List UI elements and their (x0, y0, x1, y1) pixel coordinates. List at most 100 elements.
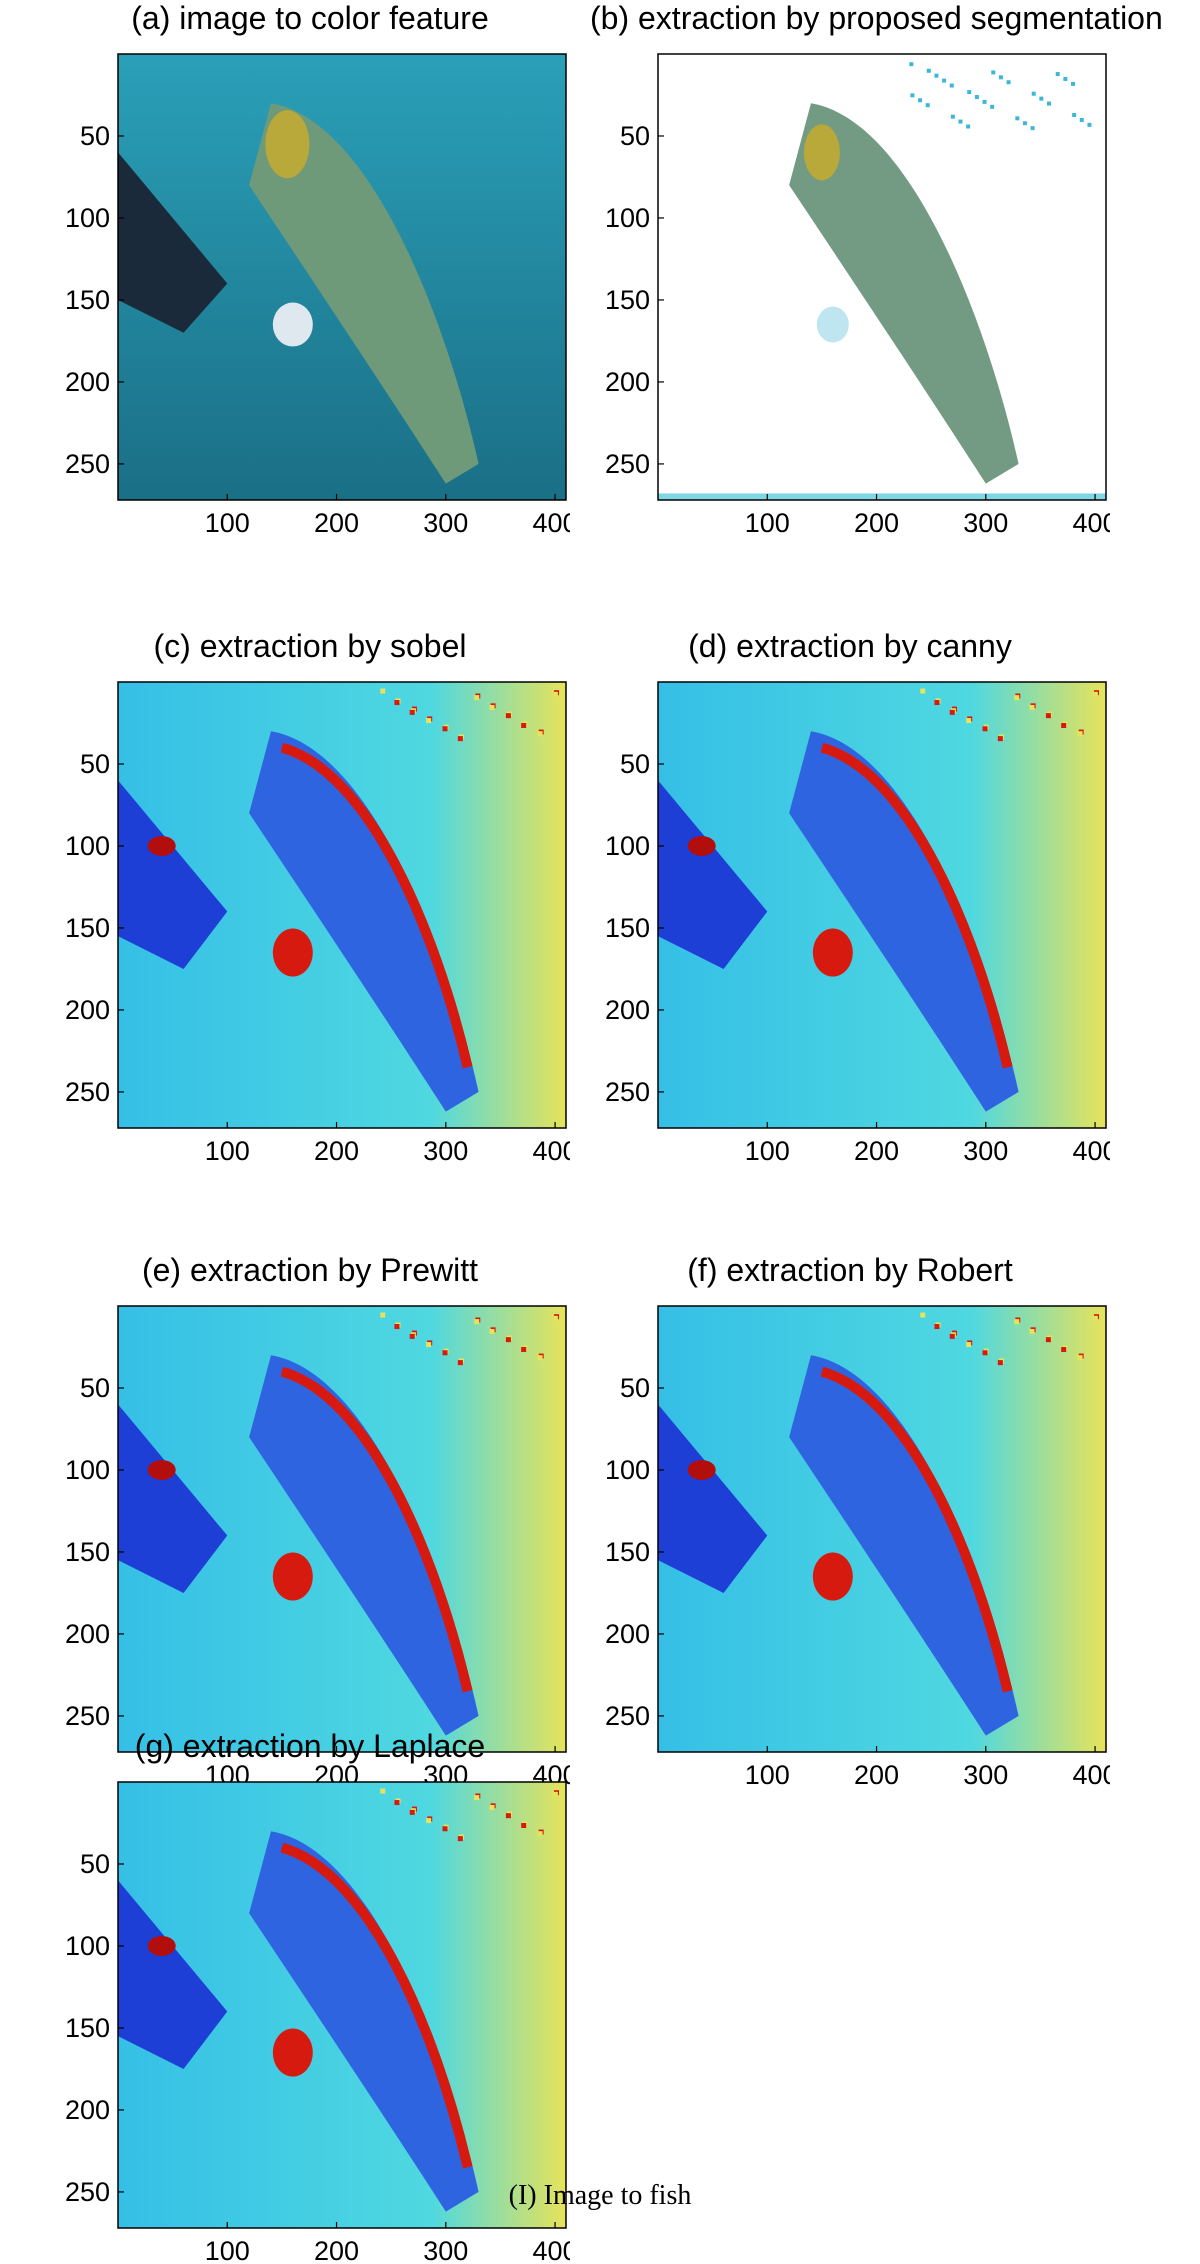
bubble-speck (982, 726, 988, 732)
bubble-speck (997, 736, 1003, 742)
x-tick-label: 200 (314, 508, 359, 536)
x-tick-label: 400 (533, 508, 570, 536)
fish-fin (272, 928, 313, 977)
x-tick-label: 200 (314, 2236, 359, 2264)
fish-head (265, 110, 310, 179)
bubble-speck (489, 1804, 495, 1810)
bubble-speck (426, 1342, 432, 1348)
bubble-speck (505, 713, 511, 719)
fish-body (249, 1831, 479, 2212)
segment-speck (910, 93, 915, 98)
segment-speck (1071, 81, 1076, 86)
segment-speck (991, 70, 996, 75)
x-tick-label: 300 (423, 1136, 468, 1164)
x-tick-label: 100 (205, 2236, 250, 2264)
y-tick-label: 200 (65, 995, 110, 1025)
y-tick-label: 200 (605, 367, 650, 397)
bubble-speck (409, 709, 415, 715)
panel-plot: 50100150200250100200300400 (65, 53, 570, 536)
panel-e: (e) extraction by Prewitt 50 100 150 200 250… (50, 1252, 570, 1788)
segment-speck (1046, 101, 1051, 106)
bubble-speck (457, 1360, 463, 1366)
x-tick-label: 400 (533, 1136, 570, 1164)
hand-highlight (147, 1459, 176, 1480)
fish-fin (816, 306, 849, 343)
segment-speck (926, 68, 931, 73)
y-tick-label: 200 (65, 1619, 110, 1649)
bubble-speck (442, 726, 448, 732)
panel-title: (a) image to color feature (131, 0, 489, 36)
bubble-speck (457, 736, 463, 742)
image-content (658, 54, 1106, 500)
fish-body (789, 1355, 1019, 1736)
bubble-speck (1061, 722, 1067, 728)
x-tick-label: 300 (423, 508, 468, 536)
y-tick-label: 100 (65, 1455, 110, 1485)
bubble-speck (442, 1826, 448, 1832)
bubble-speck (409, 1809, 415, 1815)
bubble-speck (1045, 713, 1051, 719)
bottom-strip (658, 493, 1106, 500)
figure-caption: (I) Image to fish (508, 2180, 692, 2211)
panel-a: (a) image to color feature 50 100 150 200 25… (50, 0, 570, 536)
y-tick-label: 50 (80, 1849, 110, 1879)
diver-shape (118, 1404, 228, 1593)
bubble-speck (982, 1350, 988, 1356)
y-tick-label: 100 (605, 1455, 650, 1485)
bubble-speck (380, 1312, 386, 1318)
panel-title: (f) extraction by Robert (687, 1252, 1013, 1288)
y-tick-label: 150 (605, 285, 650, 315)
segment-speck (1055, 72, 1060, 77)
bubble-speck (949, 709, 955, 715)
image-content (658, 682, 1106, 1128)
bubble-speck (489, 1328, 495, 1334)
bubble-speck (949, 1333, 955, 1339)
axes-frame (117, 681, 567, 1129)
fish-edge (820, 742, 1013, 1069)
y-tick-label: 250 (605, 449, 650, 479)
image-content (118, 54, 566, 500)
segment-speck (909, 62, 914, 67)
x-tick-label: 300 (423, 2236, 468, 2264)
y-tick-label: 250 (65, 1077, 110, 1107)
x-tick-label: 100 (745, 508, 790, 536)
image-content (118, 1782, 566, 2228)
panel-plot: 50100150200250100200300400 (65, 681, 570, 1164)
diver-shape (118, 152, 228, 333)
panel-c: (c) extraction by sobel 50 100 150 200 250 10… (50, 628, 570, 1164)
x-tick-label: 200 (854, 1136, 899, 1164)
segment-speck (934, 73, 939, 78)
bubble-speck (426, 718, 432, 724)
fish-body (249, 1355, 479, 1736)
segment-speck (966, 124, 971, 129)
segment-speck (974, 94, 979, 99)
panel-plot: 50100150200250100200300400 (65, 1781, 570, 2264)
panel-plot: 50100150200250100200300400 (65, 1305, 570, 1788)
fish-fin (272, 302, 313, 347)
bubble-speck (521, 1346, 527, 1352)
bubble-speck (1014, 1319, 1020, 1325)
x-tick-label: 400 (1073, 1136, 1110, 1164)
segment-speck (1031, 91, 1036, 96)
segment-speck (1063, 76, 1068, 81)
panel-title: (c) extraction by sobel (153, 628, 467, 664)
y-tick-label: 50 (620, 749, 650, 779)
bubble-speck (394, 700, 400, 706)
axes-frame (657, 681, 1107, 1129)
bubble-speck (934, 700, 940, 706)
segment-speck (1072, 113, 1077, 118)
y-tick-label: 100 (65, 831, 110, 861)
segment-speck (950, 114, 955, 119)
panel-plot: 50100150200250100200300400 (605, 53, 1110, 536)
bubble-speck (537, 731, 543, 737)
bubble-speck (1092, 1315, 1098, 1321)
segment-speck (990, 104, 995, 109)
diver-shape (118, 780, 228, 969)
bubble-speck (489, 704, 495, 710)
bubble-speck (1077, 1355, 1083, 1361)
panel-d: (d) extraction by canny 50 100 150 200 250 10… (590, 628, 1110, 1164)
x-tick-label: 400 (1073, 508, 1110, 536)
bubble-speck (1045, 1337, 1051, 1343)
y-tick-label: 50 (80, 1373, 110, 1403)
hand-highlight (147, 1935, 176, 1956)
